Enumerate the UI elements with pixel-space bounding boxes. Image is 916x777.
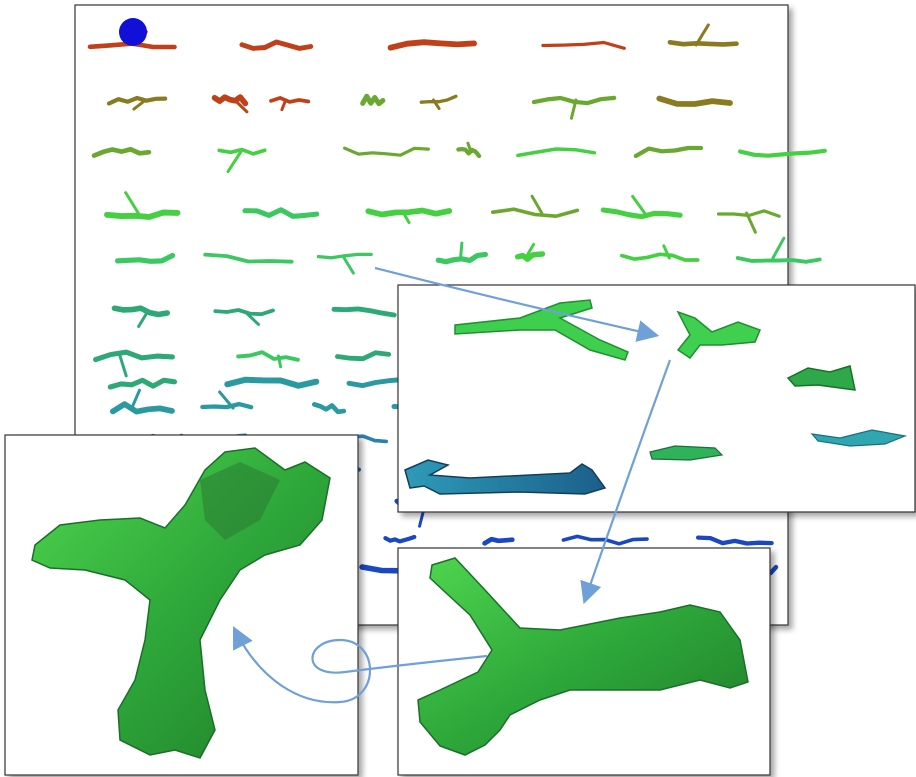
- figure-canvas: [0, 0, 916, 777]
- figure: [0, 0, 916, 777]
- marker-sphere: [119, 18, 147, 46]
- fragment: [670, 42, 737, 44]
- fragment-branch: [461, 243, 462, 258]
- zoom-panel-3: [5, 435, 358, 775]
- fragment-branch: [278, 356, 280, 367]
- zoom-panel-2: [398, 548, 770, 775]
